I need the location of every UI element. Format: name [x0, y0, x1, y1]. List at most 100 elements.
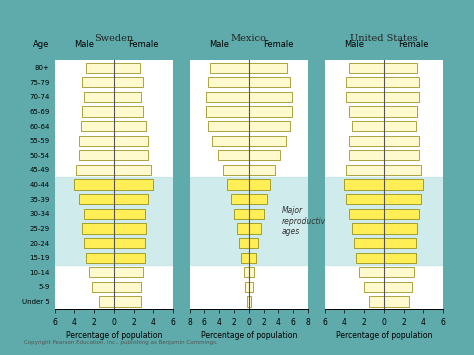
Bar	[349, 106, 384, 117]
Bar	[237, 223, 249, 234]
Bar	[218, 150, 249, 160]
Bar	[79, 194, 114, 204]
Bar	[346, 194, 384, 204]
Bar	[354, 238, 384, 248]
Text: Female: Female	[263, 40, 294, 49]
Bar	[76, 165, 114, 175]
Bar	[384, 296, 409, 307]
Text: Major
reproductive
ages: Major reproductive ages	[282, 206, 330, 236]
Bar	[79, 150, 114, 160]
X-axis label: Percentage of population: Percentage of population	[65, 331, 162, 340]
Bar	[212, 136, 249, 146]
Title: United States: United States	[350, 34, 418, 43]
Title: Mexico: Mexico	[231, 34, 267, 43]
Bar	[210, 62, 249, 73]
Text: Male: Male	[209, 40, 229, 49]
Text: Age: Age	[33, 40, 50, 49]
Bar	[114, 150, 148, 160]
Bar	[114, 223, 146, 234]
Text: Male: Male	[74, 40, 94, 49]
Bar	[114, 92, 141, 102]
Bar	[84, 238, 114, 248]
Bar	[249, 92, 292, 102]
Bar	[384, 267, 413, 277]
Text: Female: Female	[398, 40, 429, 49]
Bar	[352, 121, 384, 131]
Bar	[55, 177, 173, 265]
Text: Female: Female	[128, 40, 159, 49]
Bar	[249, 121, 290, 131]
Bar	[249, 223, 261, 234]
Bar	[249, 252, 256, 263]
Bar	[249, 238, 258, 248]
Bar	[114, 77, 143, 87]
Bar	[384, 238, 416, 248]
Bar	[384, 252, 416, 263]
Bar	[249, 194, 266, 204]
Bar	[114, 106, 143, 117]
Bar	[92, 282, 114, 292]
Bar	[82, 223, 114, 234]
Bar	[384, 194, 421, 204]
Bar	[349, 209, 384, 219]
Bar	[249, 209, 264, 219]
Bar	[384, 92, 419, 102]
Bar	[369, 296, 384, 307]
Bar	[114, 194, 148, 204]
Bar	[384, 223, 417, 234]
Bar	[86, 252, 114, 263]
Bar	[384, 62, 417, 73]
Text: Male: Male	[344, 40, 365, 49]
Bar	[325, 177, 443, 265]
X-axis label: Percentage of population: Percentage of population	[336, 331, 432, 340]
Bar	[359, 267, 384, 277]
Bar	[89, 267, 114, 277]
Bar	[352, 223, 384, 234]
Bar	[384, 121, 416, 131]
Bar	[114, 282, 141, 292]
Bar	[114, 238, 146, 248]
Bar	[384, 150, 419, 160]
Bar	[114, 165, 151, 175]
Bar	[346, 77, 384, 87]
Bar	[249, 165, 275, 175]
Bar	[234, 209, 249, 219]
Bar	[249, 267, 254, 277]
Bar	[384, 136, 419, 146]
Text: Copyright Pearson Education, Inc., publishing as Benjamin Cummings.: Copyright Pearson Education, Inc., publi…	[24, 340, 218, 345]
Bar	[82, 106, 114, 117]
Bar	[245, 282, 249, 292]
Bar	[114, 209, 146, 219]
Bar	[114, 62, 140, 73]
Bar	[82, 77, 114, 87]
Bar	[356, 252, 384, 263]
Bar	[114, 252, 146, 263]
Bar	[114, 296, 141, 307]
Bar	[223, 165, 249, 175]
Bar	[249, 180, 270, 190]
Bar	[249, 136, 286, 146]
Bar	[114, 121, 146, 131]
Bar	[349, 62, 384, 73]
Bar	[206, 92, 249, 102]
Bar	[228, 180, 249, 190]
Bar	[84, 92, 114, 102]
Bar	[206, 106, 249, 117]
Bar	[384, 165, 421, 175]
Bar	[249, 62, 287, 73]
Bar	[231, 194, 249, 204]
Bar	[249, 150, 280, 160]
Bar	[74, 180, 114, 190]
Bar	[384, 282, 411, 292]
Bar	[249, 77, 290, 87]
Bar	[114, 136, 148, 146]
Bar	[244, 267, 249, 277]
Bar	[249, 106, 292, 117]
Bar	[384, 209, 419, 219]
Bar	[249, 282, 253, 292]
Title: Sweden: Sweden	[94, 34, 133, 43]
Bar	[349, 136, 384, 146]
Bar	[81, 121, 114, 131]
Bar	[364, 282, 384, 292]
Bar	[346, 92, 384, 102]
